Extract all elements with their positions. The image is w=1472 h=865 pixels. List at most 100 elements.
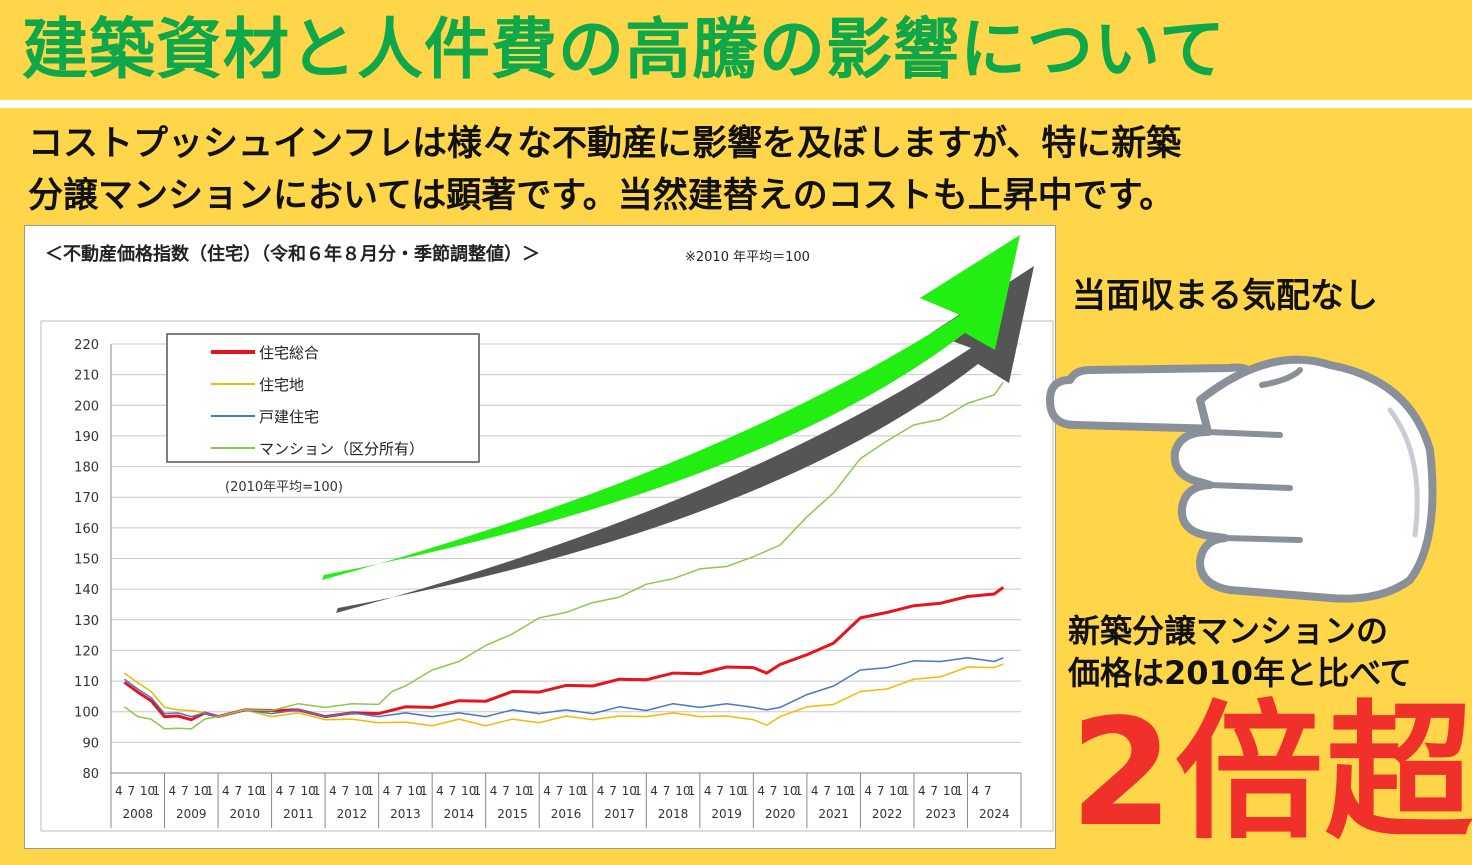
x-month-tick: 10 xyxy=(193,784,208,798)
x-month-tick: 10 xyxy=(515,784,530,798)
side-note-line-1: 新築分譲マンションの xyxy=(1068,612,1389,650)
x-month-tick: 1 xyxy=(313,784,321,798)
y-tick-label: 80 xyxy=(82,767,99,782)
x-month-tick: 1 xyxy=(527,784,535,798)
divider xyxy=(0,100,1472,108)
x-month-tick: 1 xyxy=(259,784,267,798)
y-tick-label: 140 xyxy=(74,583,99,598)
x-year-label: 2015 xyxy=(497,807,528,821)
legend-label: 住宅総合 xyxy=(259,344,319,362)
intro-line-1: コストプッシュインフレは様々な不動産に影響を及ぼしますが、特に新築 xyxy=(28,124,1182,164)
chart-annotation: (2010年平均=100) xyxy=(225,480,343,495)
x-month-tick: 7 xyxy=(449,784,457,798)
x-month-tick: 1 xyxy=(848,784,856,798)
x-month-tick: 4 xyxy=(597,784,605,798)
x-year-label: 2011 xyxy=(283,807,314,821)
x-month-tick: 10 xyxy=(836,784,851,798)
x-month-tick: 4 xyxy=(383,784,391,798)
x-month-tick: 1 xyxy=(741,784,749,798)
x-month-tick: 4 xyxy=(811,784,819,798)
x-year-label: 2020 xyxy=(765,807,796,821)
x-month-tick: 10 xyxy=(675,784,690,798)
x-year-label: 2008 xyxy=(122,807,153,821)
line-chart: 8090100110120130140150160170180190200210… xyxy=(40,320,1054,832)
x-month-tick: 4 xyxy=(704,784,712,798)
x-month-tick: 4 xyxy=(436,784,444,798)
x-month-tick: 1 xyxy=(206,784,214,798)
x-month-tick: 1 xyxy=(420,784,428,798)
x-year-label: 2012 xyxy=(337,807,368,821)
y-tick-label: 210 xyxy=(74,369,99,384)
y-tick-label: 220 xyxy=(74,338,99,353)
x-month-tick: 7 xyxy=(823,784,831,798)
y-tick-label: 170 xyxy=(74,491,99,506)
x-year-label: 2023 xyxy=(925,807,956,821)
legend-label: 住宅地 xyxy=(259,376,304,394)
x-month-tick: 7 xyxy=(663,784,671,798)
pointing-hand-icon xyxy=(1046,355,1437,603)
x-month-tick: 10 xyxy=(408,784,423,798)
x-month-tick: 7 xyxy=(984,784,992,798)
x-month-tick: 7 xyxy=(342,784,350,798)
y-tick-label: 200 xyxy=(74,399,99,414)
legend-label: 戸建住宅 xyxy=(259,408,319,426)
title-banner: 建築資材と人件費の高騰の影響について xyxy=(0,0,1472,100)
x-month-tick: 4 xyxy=(543,784,551,798)
x-month-tick: 1 xyxy=(688,784,696,798)
x-month-tick: 1 xyxy=(634,784,642,798)
x-month-tick: 10 xyxy=(622,784,637,798)
x-month-tick: 4 xyxy=(222,784,230,798)
double-callout: 2倍超 xyxy=(1070,687,1472,859)
y-tick-label: 100 xyxy=(74,706,99,721)
headline: 当面収まる気配なし xyxy=(1072,276,1378,316)
x-month-tick: 7 xyxy=(770,784,778,798)
x-month-tick: 4 xyxy=(971,784,979,798)
x-year-label: 2017 xyxy=(604,807,635,821)
x-month-tick: 7 xyxy=(181,784,189,798)
x-month-tick: 1 xyxy=(581,784,589,798)
x-month-tick: 4 xyxy=(757,784,765,798)
intro-text: コストプッシュインフレは様々な不動産に影響を及ぼしますが、特に新築 分譲マンショ… xyxy=(28,118,1458,222)
x-month-tick: 1 xyxy=(474,784,482,798)
x-month-tick: 7 xyxy=(930,784,938,798)
x-month-tick: 4 xyxy=(490,784,498,798)
x-month-tick: 1 xyxy=(902,784,910,798)
x-month-tick: 1 xyxy=(152,784,160,798)
x-month-tick: 7 xyxy=(127,784,135,798)
x-month-tick: 7 xyxy=(609,784,617,798)
chart-panel: ＜不動産価格指数（住宅）（令和６年８月分・季節調整値）＞ ※2010 年平均＝1… xyxy=(24,225,1056,849)
x-month-tick: 4 xyxy=(169,784,177,798)
x-year-label: 2024 xyxy=(979,807,1010,821)
y-tick-label: 190 xyxy=(74,430,99,445)
y-tick-label: 120 xyxy=(74,644,99,659)
x-month-tick: 10 xyxy=(889,784,904,798)
x-year-label: 2009 xyxy=(176,807,207,821)
x-month-tick: 10 xyxy=(140,784,155,798)
x-month-tick: 1 xyxy=(366,784,374,798)
y-tick-label: 180 xyxy=(74,461,99,476)
x-month-tick: 4 xyxy=(650,784,658,798)
page-title: 建築資材と人件費の高騰の影響について xyxy=(22,11,1227,88)
series-line-2 xyxy=(123,657,1004,718)
x-month-tick: 10 xyxy=(568,784,583,798)
x-year-label: 2018 xyxy=(658,807,689,821)
x-month-tick: 7 xyxy=(288,784,296,798)
x-year-label: 2014 xyxy=(444,807,475,821)
y-tick-label: 150 xyxy=(74,553,99,568)
x-month-tick: 10 xyxy=(943,784,958,798)
y-tick-label: 110 xyxy=(74,675,99,690)
x-month-tick: 4 xyxy=(276,784,284,798)
x-year-label: 2022 xyxy=(872,807,903,821)
side-note: 新築分譲マンションの 価格は2010年と比べて xyxy=(1068,610,1468,694)
x-month-tick: 4 xyxy=(329,784,337,798)
x-month-tick: 7 xyxy=(556,784,564,798)
x-month-tick: 7 xyxy=(716,784,724,798)
x-month-tick: 7 xyxy=(235,784,243,798)
x-year-label: 2010 xyxy=(230,807,261,821)
y-tick-label: 90 xyxy=(82,736,99,751)
x-year-label: 2021 xyxy=(818,807,849,821)
y-tick-label: 130 xyxy=(74,614,99,629)
x-month-tick: 10 xyxy=(461,784,476,798)
x-month-tick: 1 xyxy=(795,784,803,798)
x-month-tick: 10 xyxy=(782,784,797,798)
